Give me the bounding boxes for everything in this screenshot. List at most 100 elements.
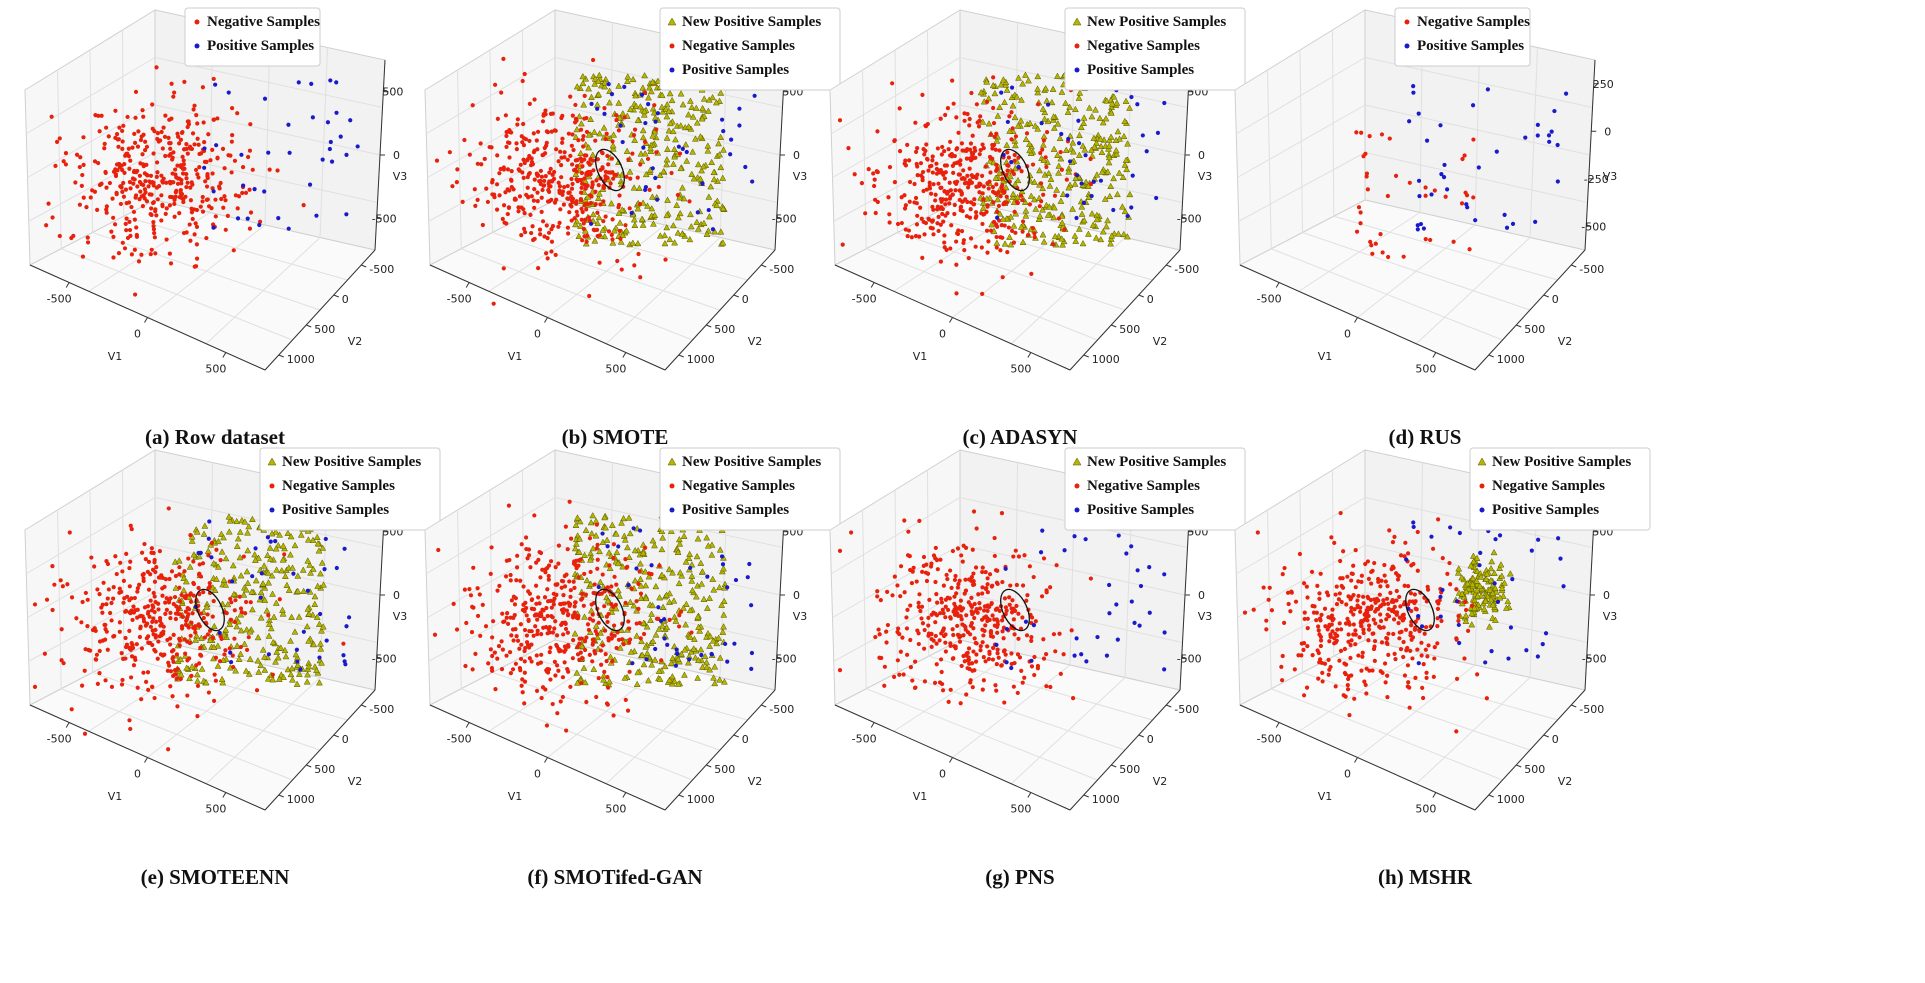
point [645,573,653,580]
point [587,218,592,223]
point [230,590,238,597]
point [938,167,943,173]
point [135,184,140,189]
point [640,107,648,115]
point [1122,156,1130,163]
point [914,161,919,167]
point [534,138,539,143]
point [237,627,245,634]
point [645,94,652,101]
point [1486,623,1493,630]
point [1353,628,1358,633]
point [1072,174,1080,182]
point [573,669,581,676]
point [531,198,536,203]
point [1378,618,1384,624]
point [575,613,580,618]
series-new-positive-samples [571,511,729,688]
point [634,116,642,123]
point [314,540,322,547]
point [603,652,608,657]
point [1371,631,1376,636]
point [581,133,586,139]
point [1051,232,1059,240]
point [1110,93,1118,100]
point [918,608,923,614]
point [158,575,163,580]
point [600,676,607,683]
point [1327,667,1332,672]
point [211,76,216,82]
point [113,167,118,172]
point [659,658,664,663]
point [918,205,923,210]
point [995,209,1000,215]
point [974,214,979,219]
point [994,131,999,136]
point [268,539,273,544]
point [1280,678,1285,683]
point [320,581,327,588]
point [990,189,996,194]
x-axis-label: V1 [913,350,928,363]
point [1408,591,1414,596]
point [49,114,54,119]
point [1304,584,1309,589]
point [1379,132,1385,137]
point [602,628,608,633]
point [570,132,575,137]
legend-marker [1072,17,1082,26]
point [132,217,137,222]
point [204,235,209,241]
point [220,576,228,583]
point [913,149,919,154]
point [496,643,502,649]
point [206,553,211,558]
point [215,155,220,160]
point [1020,198,1025,203]
point [970,547,975,552]
point [929,644,934,649]
point [1050,145,1058,152]
point [903,163,909,168]
point [265,632,273,639]
series-negative-samples [1242,510,1489,734]
point [611,176,616,181]
point [1129,205,1134,210]
point [116,251,122,256]
point [173,190,178,195]
point [1135,102,1140,107]
point [189,210,195,215]
point [903,203,908,208]
x-tick-label: -500 [1257,293,1282,306]
point [531,150,537,155]
point [204,184,210,189]
point [583,576,591,584]
point [531,607,537,612]
point [1473,577,1480,584]
point [994,662,999,667]
point [294,587,302,594]
point [885,622,891,628]
point [610,227,618,234]
point [1301,647,1306,653]
point [1462,588,1470,595]
point [712,99,720,106]
point [980,565,985,570]
point [1064,108,1072,115]
point [688,565,693,571]
point [1406,584,1411,589]
point [937,638,942,643]
point [509,184,514,190]
point [518,656,524,662]
point [202,146,207,151]
point [1369,243,1374,248]
point [951,632,956,638]
point [1010,222,1018,229]
point [247,226,253,231]
point [596,547,603,555]
point [946,147,951,152]
point [167,576,172,582]
